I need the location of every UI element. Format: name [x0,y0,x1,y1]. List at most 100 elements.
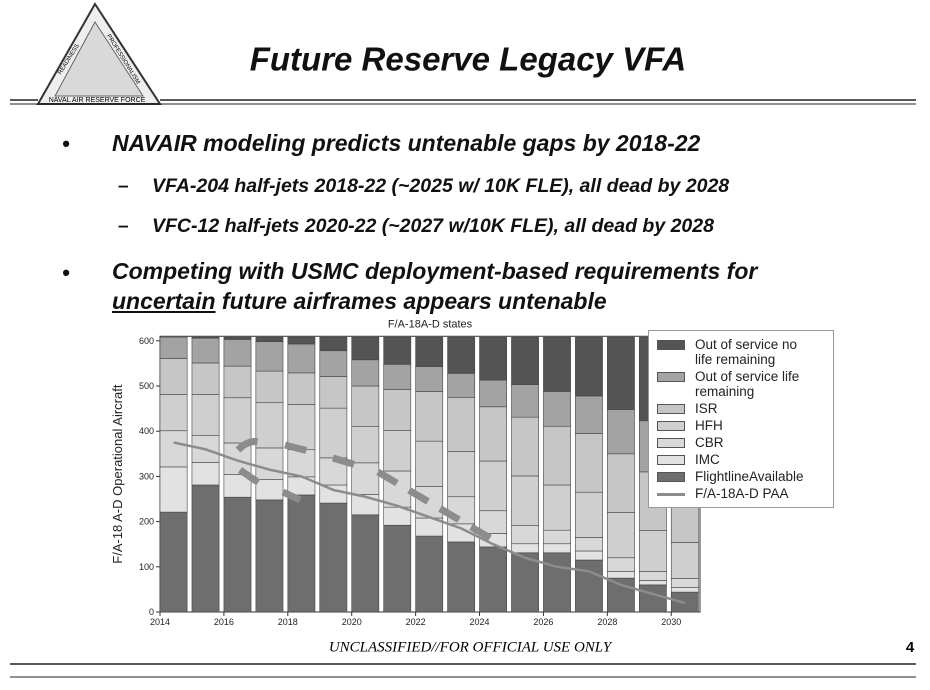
bar-segment [479,510,507,534]
legend: Out of service no life remaining Out of s… [648,330,834,508]
bar-segment [159,336,188,359]
chart: F/A-18A-D states F/A-18 A-D Operational A… [110,318,701,627]
legend-item: F/A-18A-D PAA [655,486,827,501]
bar-segment [511,336,539,385]
bar-segment [479,406,507,462]
annotation [235,438,492,542]
bar-segment [479,460,507,512]
annotation-dash [376,468,492,542]
bar-segment [255,370,284,404]
legend-label: CBR [695,435,724,450]
bullet: uncertain future airframes appears unten… [112,288,607,315]
annotation-dash [281,488,302,504]
x-tick-label: 2030 [661,617,681,627]
legend-item: FlightlineAvailable [655,469,827,484]
bar-segment [351,336,380,361]
bar-segment [287,372,316,405]
logo-inner [54,21,144,97]
annotation-dash [284,441,313,456]
bar-segment [511,543,539,554]
legend-label: Out of service life remaining [695,369,800,399]
bar-segment [287,494,316,613]
bar-segment [287,404,316,451]
legend-label: FlightlineAvailable [695,469,804,484]
bar-segment [223,442,252,475]
y-tick-label: 600 [139,336,154,346]
bar-segment [511,416,539,477]
bar-segment [351,462,380,495]
bar-segment [319,336,348,352]
bar-segment [255,499,284,613]
logo-text: NAVAL AIR RESERVE FORCE [49,97,146,104]
bar-segment [447,451,476,498]
legend-label: F/A-18A-D PAA [695,486,789,501]
bar-segment [543,336,571,392]
bar-segment [191,337,220,364]
legend-label: Out of service no life remaining [695,337,798,367]
bar-segment [447,373,476,398]
x-tick-label: 2028 [597,617,617,627]
bar-segment [638,580,667,586]
bar-segment [383,429,412,472]
legend-swatch [657,438,685,448]
bar-segment [191,336,220,339]
bar-segment [287,343,316,374]
sub-bullet: VFC-12 half-jets 2020-22 (~2027 w/10K FL… [152,215,714,237]
legend-swatch [657,493,685,496]
bullet: Competing with USMC deployment-based req… [112,258,758,284]
bar-segment [543,484,571,531]
bar-segment [319,502,348,613]
bar-segment [223,365,252,399]
x-tick-label: 2026 [533,617,553,627]
line-series [173,441,686,605]
classification: UNCLASSIFIED//FOR OFFICIAL USE ONLY [329,639,613,655]
bar-segment [255,479,284,501]
bar-segment [415,366,444,392]
bar-segment [575,336,603,397]
legend-item: Out of service life remaining [655,369,827,399]
bar-segment [287,449,316,478]
legend-swatch [657,340,685,350]
x-tick-label: 2024 [470,617,490,627]
bar-segment [223,397,252,444]
bar-segment [575,395,603,434]
legend-swatch [657,472,685,482]
bar-segment [447,396,476,452]
bar-segment [159,511,188,613]
bar-segment [255,447,284,480]
y-tick-label: 300 [139,471,154,481]
bar-segment [511,525,539,545]
bar-segment [415,440,444,487]
legend-swatch [657,421,685,431]
bar-segment [607,557,635,572]
bar-segment [511,552,539,613]
dash: – [118,176,129,197]
bar-segment [383,336,412,365]
bar-segment [223,496,252,613]
bar-segment [191,362,220,395]
bullet: NAVAIR modeling predicts untenable gaps … [112,130,701,156]
y-tick-label: 0 [149,607,154,617]
bar-segment [159,430,188,468]
bar-segment [319,407,348,459]
bar-segment [287,336,316,345]
bar-segment [319,350,348,377]
sub-bullet: VFA-204 half-jets 2018-22 (~2025 w/ 10K … [152,175,730,197]
y-axis-label: F/A-18 A-D Operational Aircraft [110,384,125,564]
bar-segment [638,530,667,572]
bar-segment [351,359,380,387]
legend-swatch [657,404,685,414]
x-tick-label: 2018 [278,617,298,627]
bar-segment [447,496,476,525]
bar-segment [159,466,188,513]
legend-label: ISR [695,401,718,416]
bar-segment [351,426,380,464]
bar-segment [638,584,667,613]
bar-segment [543,391,571,427]
chart-title: F/A-18A-D states [388,318,473,330]
bar-segment [383,364,412,390]
bar-segment [670,578,699,588]
bar-segment [575,491,603,538]
x-tick-label: 2022 [406,617,426,627]
